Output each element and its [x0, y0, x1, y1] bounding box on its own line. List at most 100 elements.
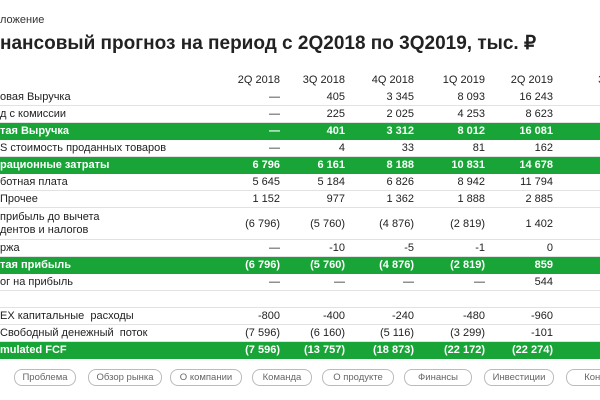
- nav-tab[interactable]: Конта: [566, 369, 600, 386]
- table-row: mulated FCF (7 596) (13 757) (18 873) (22 17…: [0, 342, 600, 359]
- cell: (2 819): [450, 259, 485, 271]
- cell: (5 116): [379, 327, 414, 339]
- cell: 16 243: [519, 91, 553, 103]
- cell: (6 796): [245, 217, 280, 230]
- cell: (13 757): [304, 344, 345, 356]
- cell: 6 796: [252, 159, 280, 171]
- nav-tab[interactable]: О компании: [170, 369, 242, 386]
- table-row: EX капитальные расходы -800 -400 -240 -480 -9…: [0, 308, 600, 325]
- title: нансовый прогноз на период с 2Q2018 по 3…: [0, 33, 537, 54]
- cell: -10: [329, 242, 345, 254]
- nav-tab[interactable]: О продукте: [322, 369, 394, 386]
- table-row: [0, 291, 600, 308]
- cell: 1 152: [252, 193, 280, 205]
- cell: -5: [404, 242, 414, 254]
- table-row: ржа — -10 -5 -1 0: [0, 240, 600, 257]
- column-header: 2Q 2019: [510, 74, 553, 86]
- column-header: 2Q 2018: [237, 74, 280, 86]
- cell: —: [334, 276, 345, 288]
- cell: 5 184: [317, 176, 345, 188]
- cell: -400: [322, 310, 345, 322]
- row-label: тая Выручка: [0, 125, 70, 137]
- cell: (2 819): [450, 217, 485, 230]
- cell: 8 942: [457, 176, 485, 188]
- cell: —: [269, 125, 280, 137]
- cell: —: [269, 108, 280, 120]
- cell: —: [269, 91, 280, 103]
- column-header: 1Q 2019: [442, 74, 485, 86]
- table-row: ог на прибыль————5441: [0, 274, 600, 291]
- row-label: ботная плата: [0, 176, 68, 188]
- cell: (18 873): [373, 344, 414, 356]
- cell: 977: [326, 193, 345, 205]
- row-label: Прочее: [0, 193, 38, 205]
- cell: 1 362: [386, 193, 414, 205]
- row-label: S стоимость проданных товаров: [0, 142, 167, 154]
- cell: 2 885: [525, 193, 553, 205]
- cell: —: [403, 276, 414, 288]
- cell: 1 888: [457, 193, 485, 205]
- cell: 1 402: [525, 217, 553, 230]
- cell: 8 623: [525, 108, 553, 120]
- cell: -800: [257, 310, 280, 322]
- cell: 33: [401, 142, 414, 154]
- row-label: д с комиссии: [0, 108, 67, 120]
- cell: 4 253: [457, 108, 485, 120]
- cell: 401: [326, 125, 345, 137]
- cell: 2 025: [386, 108, 414, 120]
- cell: 5 645: [252, 176, 280, 188]
- cell: -101: [530, 327, 553, 339]
- cell: (3 299): [450, 327, 485, 339]
- cell: (4 876): [379, 217, 414, 230]
- cell: -240: [391, 310, 414, 322]
- nav-tab[interactable]: Финансы: [404, 369, 472, 386]
- cell: 6 161: [317, 159, 345, 171]
- cell: 10 831: [451, 159, 485, 171]
- cell: (6 160): [310, 327, 345, 339]
- row-label: ог на прибыль: [0, 276, 74, 288]
- cell: 6 826: [386, 176, 414, 188]
- cell: —: [269, 142, 280, 154]
- cell: 3 312: [386, 125, 414, 137]
- cell: 0: [546, 242, 553, 254]
- cell: -960: [530, 310, 553, 322]
- cell: 3 345: [386, 91, 414, 103]
- cell: (7 596): [245, 344, 280, 356]
- cell: 11 794: [520, 176, 553, 188]
- cell: (5 760): [310, 217, 345, 230]
- nav-tab[interactable]: Инвестиции: [484, 369, 554, 386]
- row-label: mulated FCF: [0, 344, 67, 356]
- table-row: рационные затраты 6 796 6 161 8 188 10 831 14…: [0, 157, 600, 174]
- row-label: Свободный денежный поток: [0, 327, 148, 339]
- cell: 16 081: [519, 125, 553, 137]
- cell: -1: [475, 242, 485, 254]
- cell: (4 876): [379, 259, 414, 271]
- table-row: прибыль до вычета дентов и налогов (6 796…: [0, 208, 600, 240]
- column-header: 3Q 2018: [302, 74, 345, 86]
- cell: 14 678: [519, 159, 553, 171]
- cell: 8 012: [457, 125, 485, 137]
- nav-tab[interactable]: Обзор рынка: [88, 369, 162, 386]
- cell: 162: [534, 142, 553, 154]
- nav-tab[interactable]: Проблема: [14, 369, 76, 386]
- section-label: ложение: [0, 14, 45, 26]
- cell: 4: [338, 142, 345, 154]
- row-label: рационные затраты: [0, 159, 110, 171]
- table-row: Свободный денежный поток (7 596) (6 160) (5…: [0, 325, 600, 342]
- nav-tab[interactable]: Команда: [252, 369, 312, 386]
- cell: (5 760): [310, 259, 345, 271]
- cell: 225: [326, 108, 345, 120]
- column-header: 4Q 2018: [371, 74, 414, 86]
- cell: —: [269, 276, 280, 288]
- row-label: прибыль до вычета дентов и налогов: [0, 211, 100, 236]
- cell: -480: [462, 310, 485, 322]
- row-label: овая Выручка: [0, 91, 71, 103]
- cell: (22 274): [512, 344, 553, 356]
- cell: —: [474, 276, 485, 288]
- cell: 8 093: [457, 91, 485, 103]
